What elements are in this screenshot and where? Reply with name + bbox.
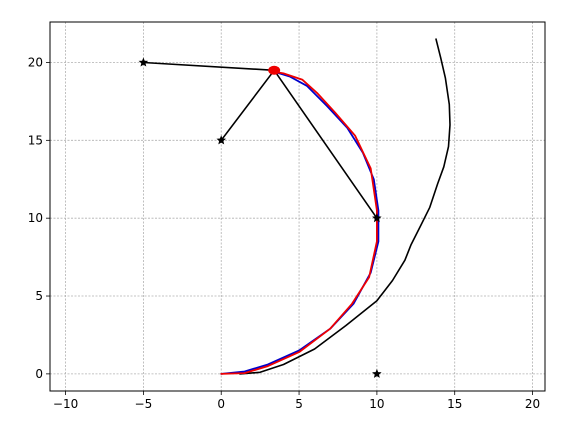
- landmark-star-marker: [138, 57, 149, 67]
- x-tick-label: 0: [217, 397, 225, 411]
- series-layer: [142, 38, 451, 375]
- y-tick-label: 0: [35, 367, 43, 381]
- x-tick-label: 10: [369, 397, 384, 411]
- axes-frame: [49, 21, 546, 392]
- landmark-star-marker: [372, 368, 382, 378]
- y-tick-label: 10: [28, 211, 43, 225]
- landmark-star-marker: [216, 135, 226, 145]
- y-tick-label: 20: [28, 55, 43, 69]
- grid-lines: [50, 22, 545, 391]
- tick-layer: −10 −5 0 5 10 15 20 0 5 10 15 20: [28, 55, 540, 411]
- series-line-3: [239, 38, 451, 375]
- marker-layer: [138, 57, 382, 378]
- series-line-5: [220, 70, 378, 375]
- y-tick-label: 5: [35, 289, 43, 303]
- x-tick-label: 20: [525, 397, 540, 411]
- x-tick-label: 5: [295, 397, 303, 411]
- estimate-point-marker: [268, 65, 281, 75]
- series-line-2: [273, 69, 378, 219]
- x-tick-label: 15: [447, 397, 462, 411]
- x-tick-label: −10: [53, 397, 78, 411]
- series-line-4: [220, 70, 380, 375]
- series-line-0: [142, 61, 276, 72]
- landmark-star-marker: [372, 213, 382, 223]
- y-tick-label: 15: [28, 133, 43, 147]
- series-line-1: [220, 69, 276, 142]
- x-tick-label: −5: [135, 397, 153, 411]
